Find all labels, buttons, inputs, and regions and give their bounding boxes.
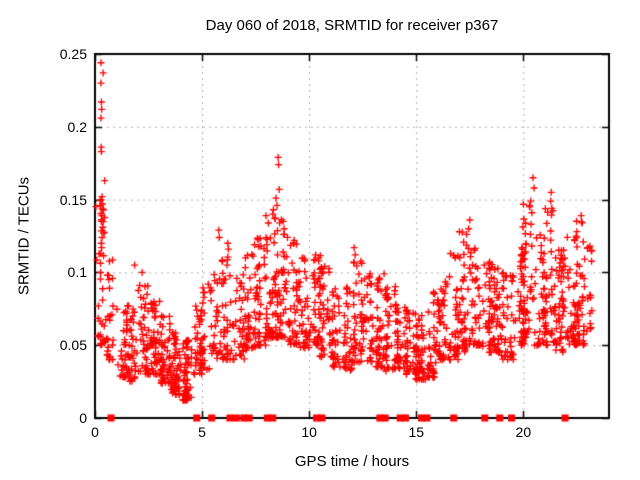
- y-tick-label: 0.1: [67, 264, 87, 281]
- x-tick-label: 15: [408, 424, 425, 440]
- y-tick-label: 0.2: [67, 118, 87, 135]
- x-tick-label: 5: [198, 424, 206, 440]
- x-tick-label: 0: [91, 424, 99, 440]
- y-tick-label: 0.25: [59, 46, 87, 62]
- chart-title: Day 060 of 2018, SRMTID for receiver p36…: [205, 17, 499, 34]
- y-tick-label: 0.15: [59, 191, 87, 208]
- y-tick-label: 0.05: [59, 337, 87, 354]
- x-axis-label: GPS time / hours: [294, 453, 410, 470]
- y-tick-label: 0: [79, 410, 87, 426]
- x-tick-label: 10: [301, 424, 317, 440]
- x-tick-label: 20: [515, 424, 532, 440]
